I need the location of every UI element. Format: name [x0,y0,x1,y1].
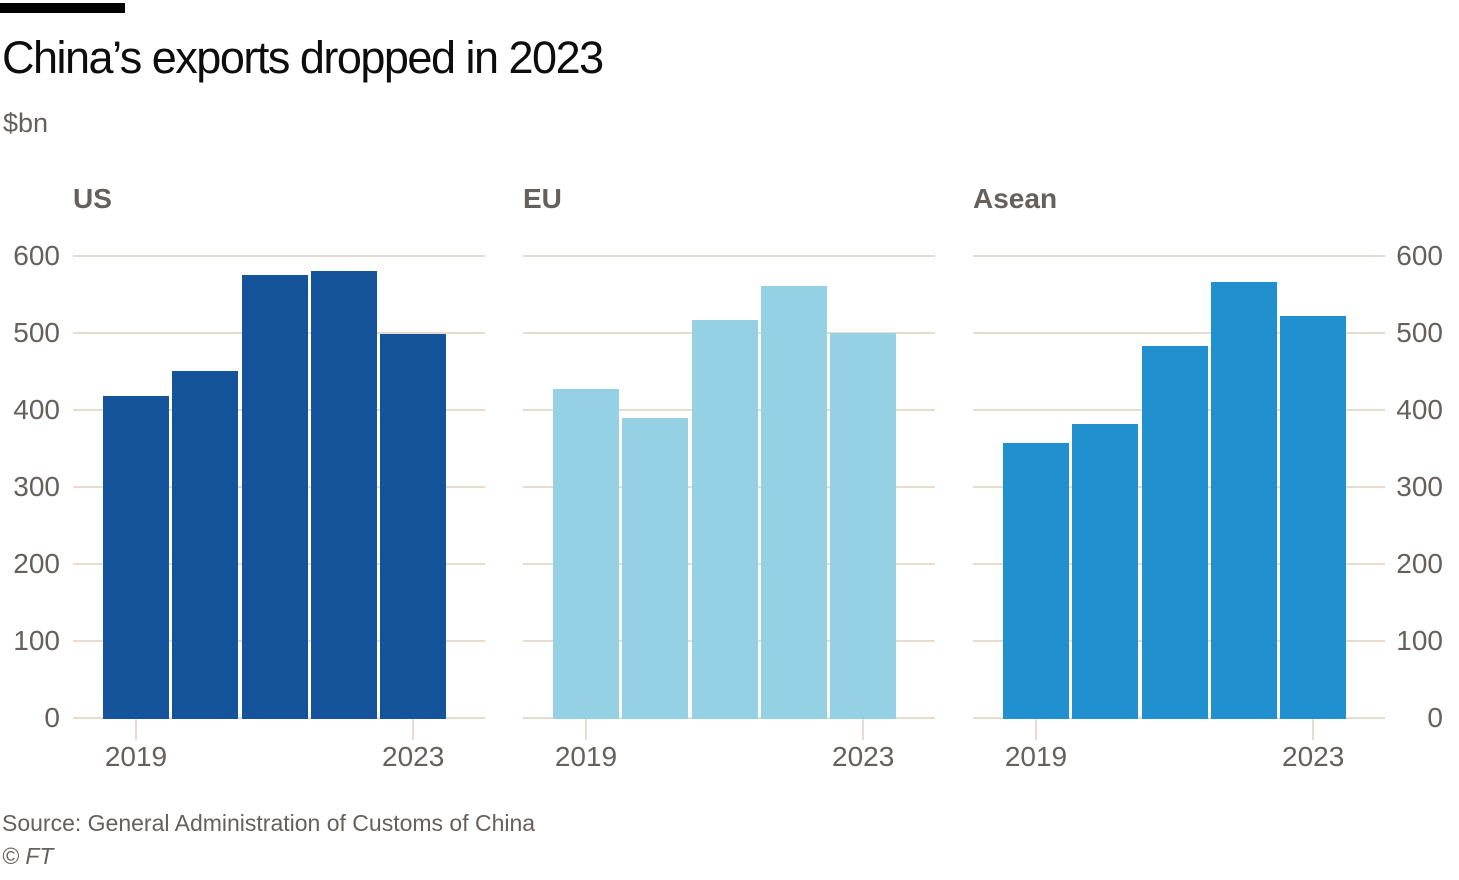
panel-title: Asean [973,183,1058,214]
gridline [523,255,935,257]
panel-title: US [73,183,112,214]
copyright-note: © FT [2,843,54,869]
panel-title: EU [523,183,562,214]
y-tick-label: 0 [1427,702,1443,733]
x-tick-label: 2019 [1004,741,1068,772]
gridline [973,332,1385,334]
plot-area: 2019 2023 [523,255,935,772]
y-tick-label: 100 [1396,625,1443,656]
bar-2023 [380,334,447,719]
x-axis-tick [412,719,415,740]
y-tick-label: 300 [13,471,60,502]
x-axis-tick [135,719,137,740]
x-axis-tick [585,719,587,740]
plot-area: 2019 2023 [973,255,1385,772]
bar-2020 [172,371,239,719]
bar-2022 [760,286,827,719]
y-tick-label: 500 [1396,317,1443,348]
y-tick-label: 200 [13,548,60,579]
panel-eu: EU 2019 2023 [523,170,935,790]
bar-2023 [830,333,897,719]
y-tick-label: 100 [13,625,60,656]
panel-us: US 2019 2023 [73,170,485,790]
unit-label: $bn [3,108,49,138]
bar-2019 [1003,443,1069,719]
y-tick-label: 200 [1396,548,1443,579]
source-note: Source: General Administration of Custom… [2,810,536,836]
bar-2021 [1141,346,1208,719]
bar-2023 [1280,316,1347,719]
chart-title: China’s exports dropped in 2023 [2,32,604,83]
bar-2019 [553,389,619,719]
y-tick-label: 400 [13,394,60,425]
x-axis-tick [1312,719,1315,740]
x-tick-label: 2023 [1282,741,1345,772]
bar-2022 [310,271,377,719]
bar-2021 [241,275,308,719]
y-tick-label: 300 [1396,471,1443,502]
y-tick-label: 0 [44,702,60,733]
y-tick-label: 600 [1396,240,1443,271]
panel-asean: Asean 2019 2023 [973,170,1385,790]
gridline [973,255,1385,257]
x-tick-label: 2019 [104,741,168,772]
ft-accent-rule [0,3,125,13]
y-tick-label: 500 [13,317,60,348]
plot-area: 2019 2023 [73,255,485,772]
x-tick-label: 2019 [554,741,618,772]
bar-2020 [622,418,689,719]
gridline [73,255,485,257]
x-tick-label: 2023 [382,741,445,772]
y-tick-label: 400 [1396,394,1443,425]
bar-2020 [1072,424,1139,719]
bar-2022 [1210,282,1277,719]
bar-2021 [691,320,758,719]
y-tick-label: 600 [13,240,60,271]
bar-2019 [103,396,169,719]
x-axis-tick [862,719,865,740]
x-axis-tick [1035,719,1037,740]
x-tick-label: 2023 [832,741,895,772]
